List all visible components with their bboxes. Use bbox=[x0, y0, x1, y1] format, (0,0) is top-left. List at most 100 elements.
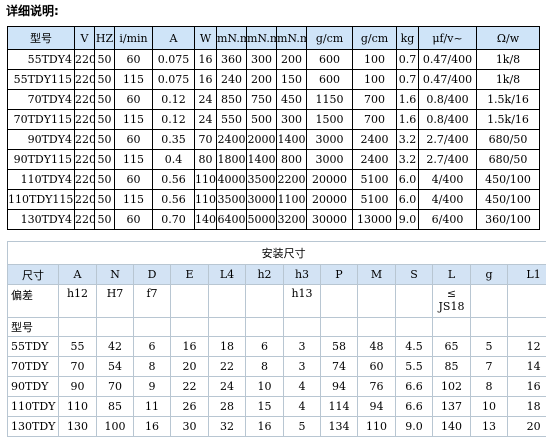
install-cell: 16 bbox=[170, 336, 209, 357]
spec-cell: 0.075 bbox=[152, 49, 195, 70]
spec-cell: 220 bbox=[74, 209, 95, 230]
spec-cell: 60 bbox=[114, 49, 153, 70]
spec-row: 70TDY4 220 50 60 0.12 24 850 750 450 1150 700 1.6 0.… bbox=[7, 89, 540, 110]
install-cell: 9.0 bbox=[395, 416, 433, 437]
empty-cell bbox=[283, 317, 321, 337]
install-cell: 9 bbox=[133, 376, 171, 397]
spec-cell: 850 bbox=[216, 89, 247, 110]
install-cell: 100 bbox=[96, 416, 134, 437]
install-model-label-row: 型号 bbox=[7, 317, 546, 337]
install-model-cell: 90TDY bbox=[7, 376, 59, 397]
spec-cell: 1500 bbox=[306, 109, 353, 130]
spec-cell: 70 bbox=[194, 129, 217, 150]
install-cell: 55 bbox=[58, 336, 97, 357]
spec-cell: 0.075 bbox=[152, 69, 195, 90]
spec-cell: 600 bbox=[306, 69, 353, 90]
install-cell: 12 bbox=[506, 336, 546, 357]
spec-row: 110TDY4 220 50 60 0.56 110 4000 3500 2200 20000 51… bbox=[7, 169, 540, 190]
spec-row: 110TDY115 220 50 115 0.56 110 3500 3000 1100 2000… bbox=[7, 189, 540, 210]
install-cell: 70 bbox=[58, 356, 97, 377]
spec-cell: 2400 bbox=[352, 149, 397, 170]
install-cell: 4 bbox=[283, 376, 321, 397]
spec-cell: 1100 bbox=[276, 189, 307, 210]
tolerance-cell bbox=[208, 284, 246, 318]
tolerance-cell bbox=[506, 284, 546, 318]
spec-cell: 20000 bbox=[306, 189, 353, 210]
install-cell: 16 bbox=[133, 416, 171, 437]
install-cell: 15 bbox=[245, 396, 284, 417]
install-cell: 58 bbox=[320, 336, 358, 357]
install-cell: 74 bbox=[320, 356, 358, 377]
empty-cell bbox=[357, 317, 396, 337]
install-cell: 6.6 bbox=[395, 376, 433, 397]
spec-cell: 1.6 bbox=[396, 89, 419, 110]
spec-cell: 9.0 bbox=[396, 209, 419, 230]
spec-cell: 24 bbox=[194, 89, 217, 110]
empty-cell bbox=[470, 317, 508, 337]
install-model-cell: 110TDY bbox=[7, 396, 59, 417]
spec-header-cell: HZ bbox=[94, 26, 115, 50]
spec-model-cell: 55TDY4 bbox=[7, 49, 75, 70]
spec-cell: 115 bbox=[114, 149, 153, 170]
spec-cell: 1.5k/16 bbox=[476, 89, 540, 110]
spec-cell: 50 bbox=[94, 109, 115, 130]
spec-cell: 300 bbox=[246, 49, 277, 70]
tolerance-label: 偏差 bbox=[7, 284, 59, 318]
install-cell: 70 bbox=[96, 376, 134, 397]
page-title: 详细说明: bbox=[6, 4, 59, 18]
spec-cell: 220 bbox=[74, 149, 95, 170]
spec-cell: 300 bbox=[276, 109, 307, 130]
spec-cell: 450/100 bbox=[476, 189, 540, 210]
install-header-cell: S bbox=[395, 264, 433, 285]
spec-cell: 1800 bbox=[216, 149, 247, 170]
tolerance-cell: f7 bbox=[133, 284, 171, 318]
install-header-cell: P bbox=[320, 264, 358, 285]
install-header-cell: M bbox=[357, 264, 396, 285]
empty-cell bbox=[208, 317, 246, 337]
spec-header-cell: Ω/w bbox=[476, 26, 540, 50]
install-cell: 76 bbox=[357, 376, 396, 397]
install-cell: 90 bbox=[58, 376, 97, 397]
install-cell: 20 bbox=[170, 356, 209, 377]
spec-cell: 50 bbox=[94, 89, 115, 110]
tolerance-cell bbox=[170, 284, 209, 318]
spec-cell: 60 bbox=[114, 129, 153, 150]
spec-cell: 60 bbox=[114, 169, 153, 190]
spec-cell: 2.7/400 bbox=[418, 149, 477, 170]
install-row: 90TDY 90 70 9 22 24 10 4 94 76 6.6 102 8 16 bbox=[7, 376, 546, 397]
spec-cell: 240 bbox=[216, 69, 247, 90]
install-model-cell: 55TDY bbox=[7, 336, 59, 357]
install-cell: 16 bbox=[506, 376, 546, 397]
spec-cell: 5100 bbox=[352, 189, 397, 210]
spec-cell: 50 bbox=[94, 209, 115, 230]
spec-cell: 110 bbox=[194, 169, 217, 190]
install-cell: 94 bbox=[320, 376, 358, 397]
spec-cell: 6.0 bbox=[396, 189, 419, 210]
spec-cell: 6400 bbox=[216, 209, 247, 230]
spec-header-cell: μf/v~ bbox=[418, 26, 477, 50]
install-caption: 安装尺寸 bbox=[6, 241, 546, 265]
spec-cell: 1400 bbox=[246, 149, 277, 170]
spec-header-cell: kg bbox=[396, 26, 419, 50]
install-cell: 114 bbox=[320, 396, 358, 417]
install-row: 70TDY 70 54 8 20 22 8 3 74 60 5.5 85 7 14 bbox=[7, 356, 546, 377]
spec-cell: 3500 bbox=[246, 169, 277, 190]
install-header-cell: g bbox=[470, 264, 508, 285]
spec-header-row: 型号VHZi/minAWmN.mmN.mmN.mg/cmg/cmkgμf/v~Ω… bbox=[7, 26, 540, 50]
install-cell: 6 bbox=[245, 336, 284, 357]
spec-cell: 200 bbox=[276, 49, 307, 70]
install-cell: 42 bbox=[96, 336, 134, 357]
install-cell: 32 bbox=[208, 416, 246, 437]
spec-header-cell: V bbox=[74, 26, 95, 50]
spec-cell: 24 bbox=[194, 109, 217, 130]
install-cell: 4 bbox=[283, 396, 321, 417]
tolerance-cell bbox=[320, 284, 358, 318]
spec-cell: 1.6 bbox=[396, 109, 419, 130]
empty-cell bbox=[58, 317, 97, 337]
install-header-cell: E bbox=[170, 264, 209, 285]
empty-cell bbox=[432, 317, 471, 337]
tolerance-cell: H7 bbox=[96, 284, 134, 318]
spec-cell: 80 bbox=[194, 149, 217, 170]
empty-cell bbox=[506, 317, 546, 337]
spec-cell: 0.12 bbox=[152, 109, 195, 130]
